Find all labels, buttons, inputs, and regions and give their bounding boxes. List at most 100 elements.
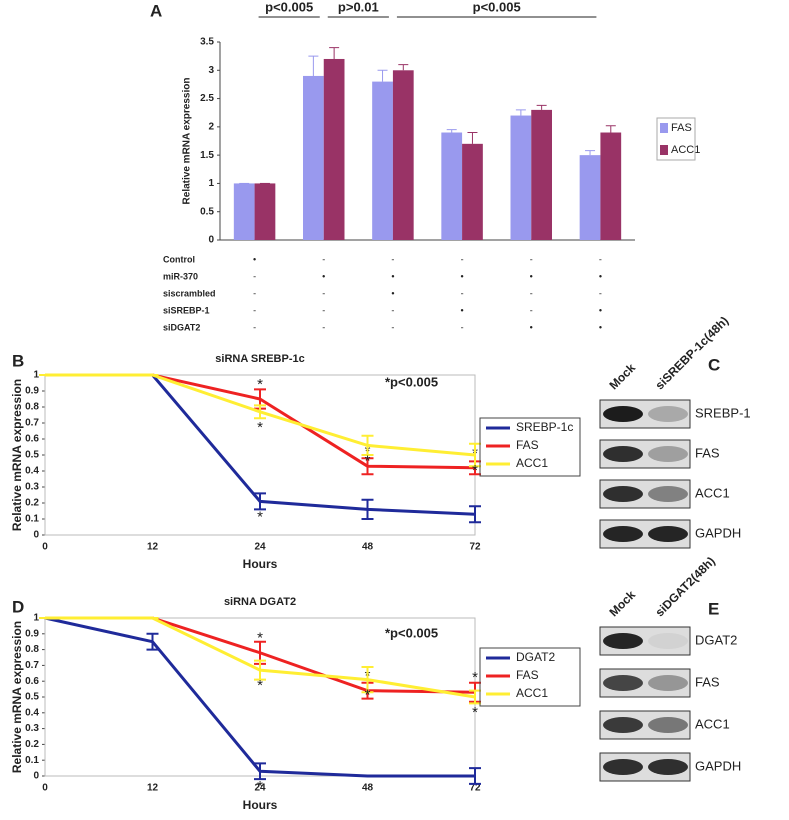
y-tick-label: 0.5 [200,206,214,217]
x-tick-label: 48 [362,542,374,553]
y-tick-label: 0.1 [25,514,39,525]
treatment-mark: - [530,305,533,315]
error-bar [469,442,481,468]
asterisk: * [257,677,263,694]
treatment-mark: - [253,322,256,332]
legend-label: ACC1 [671,144,700,156]
error-bar [254,404,266,420]
treatment-mark: • [461,271,464,281]
y-tick-label: 0.5 [25,450,39,461]
asterisk: * [472,669,478,686]
y-axis-label: Relative mRNA expression [10,379,24,531]
blot-band [603,759,643,775]
blot-band [603,717,643,733]
treatment-mark: • [599,305,602,315]
treatment-mark: • [391,271,394,281]
blot-band [648,675,688,691]
asterisk: * [257,630,263,647]
bar [441,132,463,240]
x-tick-label: 24 [254,783,266,794]
error-bar [446,129,457,133]
treatment-label: miR-370 [163,271,198,281]
legend-label: DGAT2 [516,650,555,664]
treatment-mark: - [253,271,256,281]
treatment-mark: • [322,271,325,281]
error-bar [377,69,388,82]
y-tick-label: 1.5 [200,150,214,161]
asterisk: * [365,452,371,469]
bar [600,132,622,240]
lane-label: Mock [606,361,638,393]
blot-label: FAS [695,445,720,460]
treatment-mark: - [461,322,464,332]
chart-title: siRNA SREBP-1c [215,353,304,365]
error-bar [515,109,526,116]
y-tick-label: 0.9 [25,386,39,397]
x-tick-label: 12 [147,542,159,553]
blot-band [603,675,643,691]
y-tick-label: 0.7 [25,418,39,429]
treatment-mark: • [530,322,533,332]
treatment-mark: - [253,288,256,298]
error-bar [361,665,374,694]
y-tick-label: 1 [33,613,39,624]
treatment-mark: - [391,305,394,315]
y-tick-label: 0 [33,530,39,541]
treatment-mark: • [599,322,602,332]
x-axis-label: Hours [243,798,278,812]
asterisk: * [257,778,263,795]
treatment-mark: - [391,254,394,264]
error-bar [605,125,616,133]
treatment-mark: • [530,271,533,281]
y-tick-label: 0.8 [25,402,39,413]
x-tick-label: 0 [42,542,48,553]
x-tick-label: 24 [254,542,266,553]
error-bar [254,762,266,781]
error-bar [308,55,319,76]
treatment-mark: • [599,271,602,281]
error-bar [536,104,547,110]
panel-letter: D [12,597,24,616]
significance-label: p>0.01 [338,0,379,14]
treatment-label: siscrambled [163,288,216,298]
y-axis-label: Relative mRNA expression [182,78,193,205]
legend-box [656,117,696,161]
blot-band [648,446,688,462]
blot-band [603,633,643,649]
error-bar [254,659,266,681]
annotation: *p<0.005 [385,625,438,640]
error-bar [254,492,266,511]
treatment-mark: - [599,288,602,298]
x-tick-label: 0 [42,783,48,794]
error-bar [361,498,374,520]
blot-band [603,406,643,422]
treatment-mark: • [391,288,394,298]
error-bar [329,47,340,59]
asterisk: * [472,462,478,479]
x-tick-label: 12 [147,783,159,794]
legend-label: ACC1 [516,456,548,470]
x-tick-label: 72 [469,542,481,553]
asterisk: * [257,376,263,393]
x-axis-label: Hours [243,557,278,571]
treatment-mark: - [322,322,325,332]
y-tick-label: 3 [208,65,214,76]
significance-label: p<0.005 [265,0,313,14]
error-bar [146,632,159,651]
blot-label: FAS [695,674,720,689]
treatment-mark: • [461,305,464,315]
error-bar [467,132,478,144]
treatment-label: siSREBP-1 [163,305,210,315]
error-bar [361,434,374,456]
blot-label: GAPDH [695,525,741,540]
y-tick-label: 3.5 [200,37,214,48]
panel-letter: E [708,599,719,618]
treatment-mark: • [253,254,256,264]
y-tick-label: 0.2 [25,739,39,750]
y-tick-label: 0.1 [25,755,39,766]
blot-band [648,633,688,649]
legend-label: FAS [516,668,539,682]
y-tick-label: 0.3 [25,723,39,734]
lane-label: Mock [606,588,638,620]
blot-band [648,759,688,775]
